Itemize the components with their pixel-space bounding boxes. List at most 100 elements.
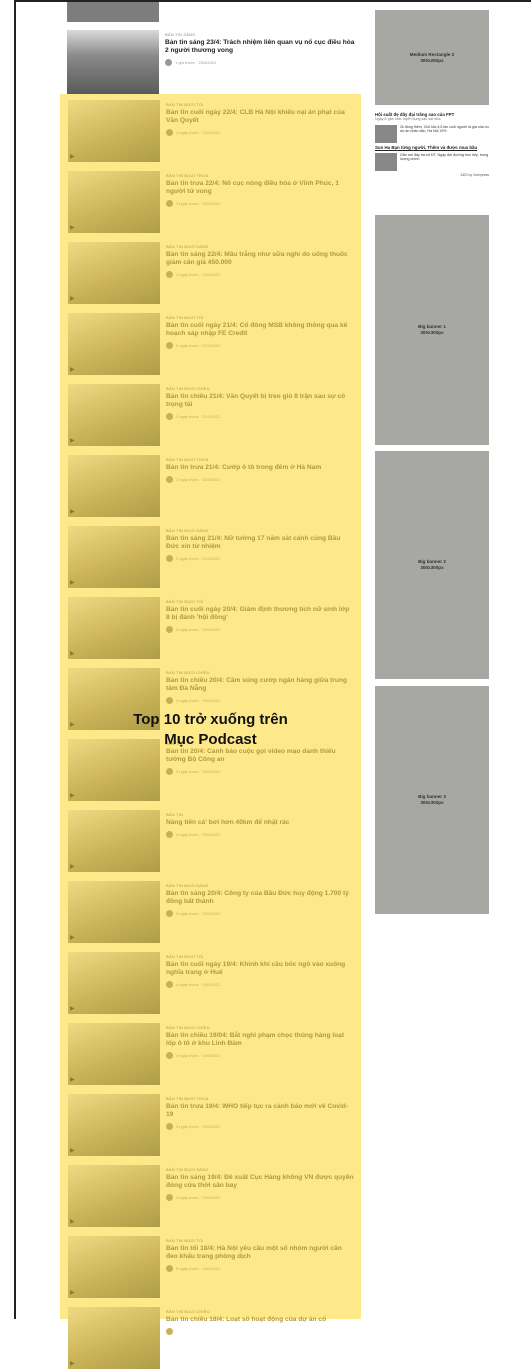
- article-thumbnail[interactable]: ▶: [68, 810, 160, 872]
- article-title[interactable]: Bản tin sáng 22/4: Mâu trắng như sữa ngh…: [166, 251, 348, 266]
- ad-medium-rectangle[interactable]: Medium Rectangle 2 300x250px: [375, 10, 489, 105]
- article-title[interactable]: Bản tin sáng 23/4: Trách nhiệm liên quan…: [165, 39, 355, 54]
- article-thumbnail[interactable]: ▶: [68, 384, 160, 446]
- article-title[interactable]: Bản tin 20/4: Cảnh báo cuộc gọi video mạ…: [166, 748, 336, 763]
- article-thumbnail[interactable]: ▶: [68, 455, 160, 517]
- article-title[interactable]: Bản tin cuối ngày 20/4: Giám định thương…: [166, 606, 350, 621]
- avatar-icon: [166, 1264, 173, 1272]
- list-item[interactable]: ▶ BẢN TIN BUỔI TRƯA Bản tin trưa 21/4: Cướ…: [68, 455, 358, 519]
- headphones-icon: ▶: [70, 367, 75, 373]
- widget-thumbnail[interactable]: [375, 152, 397, 171]
- article-category: BẢN TIN: [166, 812, 184, 817]
- list-item[interactable]: ▶ BẢN TIN BUỔI TỐI Bản tin cuối ngày 19/4:…: [68, 952, 358, 1016]
- article-byline: 1 ngày trước · 22/4/2021: [166, 199, 354, 207]
- list-item[interactable]: BẢN TIN SÁNG Bản tin sáng 23/4: Trách nh…: [67, 30, 357, 94]
- widget-thumbnail[interactable]: [375, 124, 397, 143]
- article-meta: BẢN TIN BUỔI TRƯA Bản tin trưa 22/4: Nổ c…: [166, 173, 354, 207]
- article-thumbnail[interactable]: ▶: [68, 597, 160, 659]
- widget-row-text[interactable]: 2k đồng thêm, Chủ tỏa 4,5 lần cuối người…: [400, 124, 489, 134]
- article-thumbnail[interactable]: ▶: [68, 1165, 160, 1227]
- article-title[interactable]: Bản tin sáng 19/4: Đề xuất Cục Hàng khôn…: [166, 1174, 354, 1189]
- article-title[interactable]: Bản tin cuối ngày 19/4: Khinh khí cầu bố…: [166, 961, 346, 976]
- article-title[interactable]: Nàng tiên cá' bơi hơn 40km để nhặt rác: [166, 819, 290, 826]
- article-byline: 1 ngày trước · 22/4/2021: [166, 270, 354, 278]
- article-title[interactable]: Bản tin chiều 20/4: Cầm súng cướp ngân h…: [166, 677, 347, 692]
- widget-row[interactable]: Gắn nơi đây tra sử ĐT. Ngày đợi đường tr…: [375, 152, 489, 171]
- article-title[interactable]: Bản tin cuối ngày 22/4: CLB Hà Nội khiếu…: [166, 109, 345, 124]
- article-thumbnail[interactable]: ▶: [68, 171, 160, 233]
- list-item[interactable]: ▶ BẢN TIN BUỔI TỐI Bản tin tối 18/4: Hà Nộ…: [68, 1236, 358, 1300]
- list-item[interactable]: ▶ BẢN TIN BUỔI TRƯA Bản tin trưa 19/4: WHO…: [68, 1094, 358, 1158]
- article-title[interactable]: Bản tin cuối ngày 21/4: Cổ đông MSB khôn…: [166, 322, 348, 337]
- article-date: 3 ngày trước · 20/4/2021: [176, 831, 221, 837]
- article-date: 2 ngày trước · 21/4/2021: [176, 342, 221, 348]
- list-item[interactable]: ▶ BẢN TIN BUỔI TỐI Bản tin cuối ngày 20/4:…: [68, 597, 358, 661]
- list-item[interactable]: ▶ BẢN TIN BUỔI CHIỀU Bản tin chiều 19/04: …: [68, 1023, 358, 1087]
- article-thumbnail[interactable]: ▶: [68, 313, 160, 375]
- headphones-icon: ▶: [70, 1219, 75, 1225]
- ad-big-banner-1[interactable]: Big banner 1 300x300px: [375, 215, 489, 445]
- article-byline: [166, 1327, 354, 1335]
- article-byline: 3 ngày trước · 20/4/2021: [166, 696, 354, 704]
- headphones-icon: ▶: [70, 1148, 75, 1154]
- widget-headline[interactable]: Hội suất đẹ đây đại trăng sao của FPT: [375, 112, 455, 117]
- list-item[interactable]: ▶ BẢN TIN BUỔI CHIỀU Bản tin chiều 18/4: L…: [68, 1307, 358, 1371]
- article-thumbnail[interactable]: ▶: [68, 1023, 160, 1085]
- article-category: BẢN TIN BUỔI TRƯA: [166, 1096, 209, 1101]
- article-thumbnail[interactable]: ▶: [68, 526, 160, 588]
- article-title[interactable]: Bản tin chiều 18/4: Loạt số hoạt động củ…: [166, 1316, 327, 1323]
- headphones-icon: ▶: [70, 935, 75, 941]
- list-item[interactable]: ▶ BẢN TIN BUỔI SÁNG Bản tin sáng 20/4: Côn…: [68, 881, 358, 945]
- list-item[interactable]: ▶ BẢN TIN BUỔI CHIỀU Bản tin chiều 21/4: V…: [68, 384, 358, 448]
- headphones-icon: ▶: [70, 1006, 75, 1012]
- article-byline: 3 ngày trước · 20/4/2021: [166, 830, 354, 838]
- list-item[interactable]: [67, 2, 357, 22]
- avatar-icon: [166, 1122, 173, 1130]
- widget-row[interactable]: 2k đồng thêm, Chủ tỏa 4,5 lần cuối người…: [375, 124, 489, 143]
- article-meta: BẢN TIN BUỔI SÁNG Bản tin sáng 20/4: Công…: [166, 883, 354, 917]
- widget-row-text[interactable]: Gắn nơi đây tra sử ĐT. Ngày đợi đường tr…: [400, 152, 489, 162]
- thumbnail-image: [68, 1023, 160, 1085]
- ad-big-banner-2[interactable]: Big banner 2 300x300px: [375, 451, 489, 679]
- article-title[interactable]: Bản tin tối 18/4: Hà Nội yêu cầu một số …: [166, 1245, 342, 1260]
- article-thumbnail[interactable]: [67, 2, 159, 22]
- thumbnail-image: [68, 952, 160, 1014]
- article-title[interactable]: Bản tin sáng 20/4: Công ty của Bầu Đức h…: [166, 890, 349, 905]
- article-thumbnail[interactable]: ▶: [68, 1307, 160, 1369]
- article-title[interactable]: Bản tin sáng 21/4: Nữ tướng 17 năm sát c…: [166, 535, 341, 550]
- ad-big-banner-3[interactable]: Big banner 3 300x300px: [375, 686, 489, 914]
- article-thumbnail[interactable]: ▶: [68, 1236, 160, 1298]
- thumbnail-image: [68, 455, 160, 517]
- article-title[interactable]: Bản tin trưa 21/4: Cướp ô tô trong đêm ở…: [166, 464, 322, 471]
- article-thumbnail[interactable]: [67, 30, 159, 94]
- article-meta: BẢN TIN BUỔI SÁNG Bản tin sáng 21/4: Nữ t…: [166, 528, 354, 562]
- article-title[interactable]: Bản tin chiều 19/04: Bắt nghi phạm chọc …: [166, 1032, 345, 1047]
- article-title[interactable]: Bản tin trưa 19/4: WHO tiếp tục ra cảnh …: [166, 1103, 349, 1118]
- list-item[interactable]: ▶ BẢN TIN BUỔI SÁNG Bản tin sáng 22/4: Mâu…: [68, 242, 358, 306]
- article-thumbnail[interactable]: ▶: [68, 952, 160, 1014]
- article-thumbnail[interactable]: ▶: [68, 242, 160, 304]
- sponsored-widget[interactable]: Hội suất đẹ đây đại trăng sao của FPT Ng…: [375, 112, 489, 206]
- avatar-icon: [166, 341, 173, 349]
- podcast-highlight-region: ▶ BẢN TIN BUỔI TỐI Bản tin cuối ngày 22/4:…: [60, 94, 361, 1369]
- article-thumbnail[interactable]: ▶: [68, 1094, 160, 1156]
- list-item[interactable]: ▶ BẢN TIN BUỔI TỐI Bản tin cuối ngày 22/4:…: [68, 100, 358, 164]
- widget-link[interactable]: Sun Ha Bạn từng người, Thêm và được mua …: [375, 144, 478, 150]
- article-title[interactable]: Bản tin trưa 22/4: Nổ cục nóng điều hòa …: [166, 180, 339, 195]
- annotation-line-1: Top 10 trở xuống trên: [133, 711, 288, 728]
- article-byline: 3 ngày trước · 20/4/2021: [166, 767, 354, 775]
- article-thumbnail[interactable]: ▶: [68, 668, 160, 730]
- list-item[interactable]: ▶ BẢN TIN BUỔI TỐI Bản tin cuối ngày 21/4:…: [68, 313, 358, 377]
- list-item[interactable]: ▶ BẢN TIN Nàng tiên cá' bơi hơn 40km để nh…: [68, 810, 358, 874]
- list-item[interactable]: ▶ BẢN TIN BUỔI SÁNG Bản tin sáng 21/4: Nữ …: [68, 526, 358, 590]
- list-item[interactable]: ▶ BẢN TIN BUỔI TRƯA Bản tin trưa 22/4: Nổ …: [68, 171, 358, 235]
- article-title[interactable]: Bản tin chiều 21/4: Văn Quyết bị treo gi…: [166, 393, 346, 408]
- list-item[interactable]: ▶ BẢN TIN BUỔI SÁNG Bản tin sáng 19/4: Đề …: [68, 1165, 358, 1229]
- list-item[interactable]: ▶ BẢN TIN BUỔI CHIỀU Bản tin chiều 20/4: C…: [68, 668, 358, 732]
- thumbnail-image: [68, 739, 160, 801]
- article-meta: BẢN TIN BUỔI TỐI Bản tin cuối ngày 19/4: …: [166, 954, 354, 988]
- list-item[interactable]: ▶ BẢN TIN Bản tin 20/4: Cảnh báo cuộc gọi …: [68, 739, 358, 803]
- article-thumbnail[interactable]: ▶: [68, 881, 160, 943]
- article-thumbnail[interactable]: ▶: [68, 739, 160, 801]
- article-thumbnail[interactable]: ▶: [68, 100, 160, 162]
